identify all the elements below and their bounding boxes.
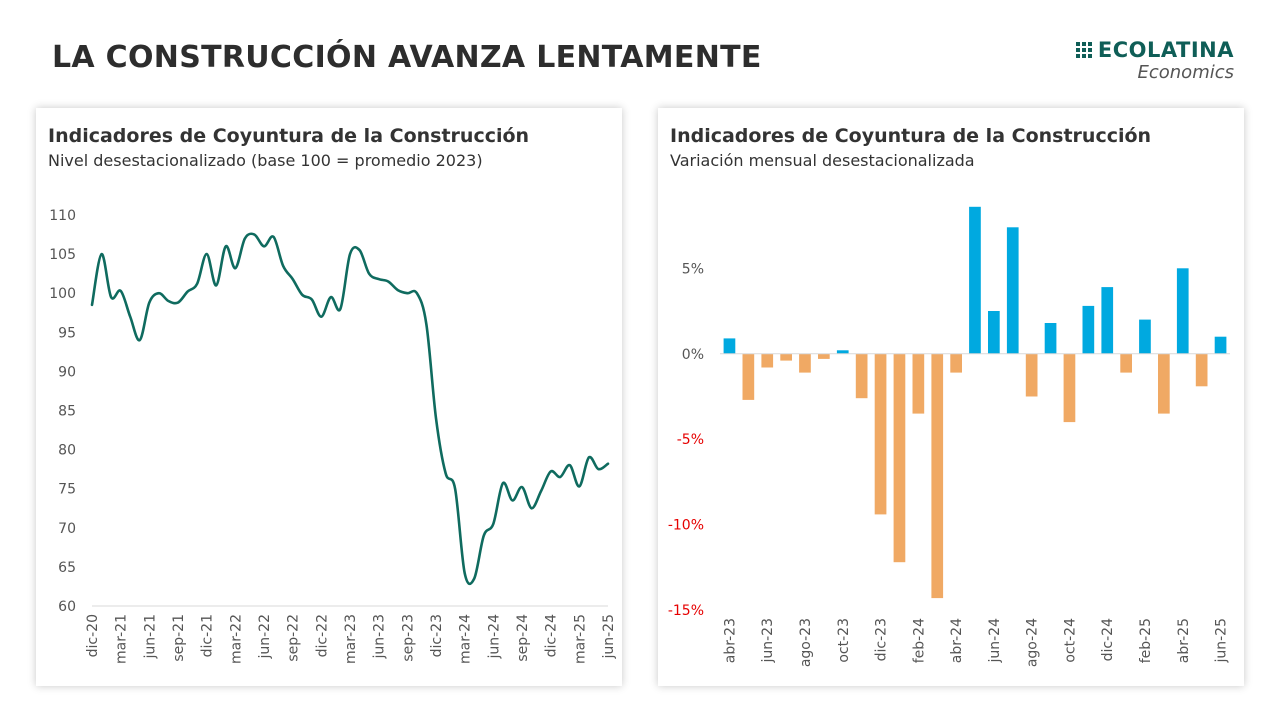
bar (931, 353, 944, 599)
bar-chart-subtitle: Variación mensual desestacionalizada (670, 151, 975, 170)
logo-mark-icon (1075, 42, 1092, 58)
x-tick-label: sep-24 (515, 614, 531, 662)
x-tick-label: oct-24 (1062, 618, 1078, 663)
y-tick-label: -10% (668, 518, 704, 534)
brand-logo: ECOLATINA Economics (1014, 38, 1234, 83)
x-tick-label: dic-21 (200, 614, 216, 657)
bar (1139, 319, 1151, 354)
bar (893, 353, 906, 563)
bar (1214, 336, 1227, 354)
bar (1025, 353, 1038, 397)
x-tick-label: abr-25 (1176, 618, 1192, 663)
x-tick-label: dic-24 (1100, 618, 1116, 661)
x-tick-label: mar-24 (458, 614, 474, 664)
x-tick-label: mar-21 (114, 614, 130, 664)
x-tick-label: mar-22 (228, 614, 244, 664)
x-tick-label: sep-22 (286, 614, 302, 662)
y-tick-label: 5% (682, 261, 704, 277)
line-chart-subtitle: Nivel desestacionalizado (base 100 = pro… (48, 151, 483, 170)
x-tick-label: sep-21 (171, 614, 187, 662)
x-tick-label: jun-24 (486, 614, 502, 660)
brand-name: ECOLATINA (1097, 38, 1234, 62)
bar (988, 311, 1000, 354)
series-line (90, 232, 610, 586)
y-tick-label: -15% (668, 603, 704, 619)
y-tick-label: 110 (49, 208, 76, 224)
x-tick-label: abr-24 (949, 618, 965, 663)
bar (950, 353, 962, 373)
bar-chart: 5% 0% -5% -10% -15% abr-23 jun-23 ago-23 oct-23 d… (668, 206, 1230, 667)
x-tick-label: feb-24 (911, 618, 927, 663)
bar (742, 353, 755, 400)
x-tick-label: mar-25 (572, 614, 588, 664)
bar (836, 350, 849, 354)
x-tick-label: jun-25 (601, 614, 617, 660)
x-tick-label: dic-23 (429, 614, 445, 657)
x-tick-label: ago-24 (1025, 618, 1041, 667)
brand-subtitle: Economics (1137, 62, 1234, 83)
x-tick-label: sep-23 (400, 614, 416, 662)
bar (1063, 353, 1076, 423)
bar (1006, 227, 1019, 354)
bar (1082, 305, 1095, 354)
y-tick-label: 60 (58, 599, 76, 615)
bar (912, 353, 925, 414)
bar (1044, 323, 1057, 354)
line-chart-title: Indicadores de Coyuntura de la Construcc… (48, 125, 530, 147)
bar (874, 353, 887, 515)
x-tick-label: jun-25 (1214, 618, 1230, 664)
page-title: LA CONSTRUCCIÓN AVANZA LENTAMENTE (52, 40, 762, 75)
y-tick-label: 0% (682, 347, 704, 363)
bar (855, 353, 868, 399)
x-tick-label: jun-21 (142, 614, 158, 660)
x-tick-label: jun-22 (257, 614, 273, 660)
bar (723, 338, 736, 354)
line-chart-card: Indicadores de Coyuntura de la Construcc… (36, 108, 622, 686)
x-tick-label: ago-23 (798, 618, 814, 667)
bar (780, 353, 792, 361)
bar (1120, 353, 1132, 373)
bar (818, 353, 830, 359)
x-tick-label: mar-23 (343, 614, 359, 664)
bar-chart-card: Indicadores de Coyuntura de la Construcc… (658, 108, 1244, 686)
bar-chart-title: Indicadores de Coyuntura de la Construcc… (670, 125, 1152, 147)
y-tick-label: 65 (58, 560, 76, 576)
bar (1176, 268, 1189, 354)
y-tick-label: 100 (49, 286, 76, 302)
y-tick-label: 70 (58, 521, 76, 537)
x-tick-label: feb-25 (1138, 618, 1154, 663)
y-tick-label: 105 (49, 247, 76, 263)
bar (1195, 353, 1208, 387)
x-tick-label: dic-20 (85, 614, 101, 657)
x-tick-label: dic-22 (314, 614, 330, 657)
x-tick-label: jun-23 (372, 614, 388, 660)
bar (761, 353, 774, 368)
x-tick-label: jun-24 (987, 618, 1003, 664)
y-tick-label: 80 (58, 443, 76, 459)
bar (1101, 287, 1114, 354)
bar (799, 353, 811, 373)
x-tick-label: dic-24 (544, 614, 560, 657)
y-tick-label: 95 (58, 325, 76, 341)
x-tick-label: oct-23 (836, 618, 852, 663)
line-chart: 60 65 70 75 80 85 90 95 100 105 110 dic-20 mar-21 jun… (49, 208, 617, 664)
bar (969, 206, 981, 354)
y-tick-label: 90 (58, 364, 76, 380)
x-tick-label: jun-23 (760, 618, 776, 664)
y-tick-label: 85 (58, 404, 76, 420)
y-tick-label: -5% (677, 432, 704, 448)
bar (1158, 353, 1170, 414)
y-tick-label: 75 (58, 482, 76, 498)
x-tick-label: dic-23 (874, 618, 890, 661)
x-tick-label: abr-23 (722, 618, 738, 663)
